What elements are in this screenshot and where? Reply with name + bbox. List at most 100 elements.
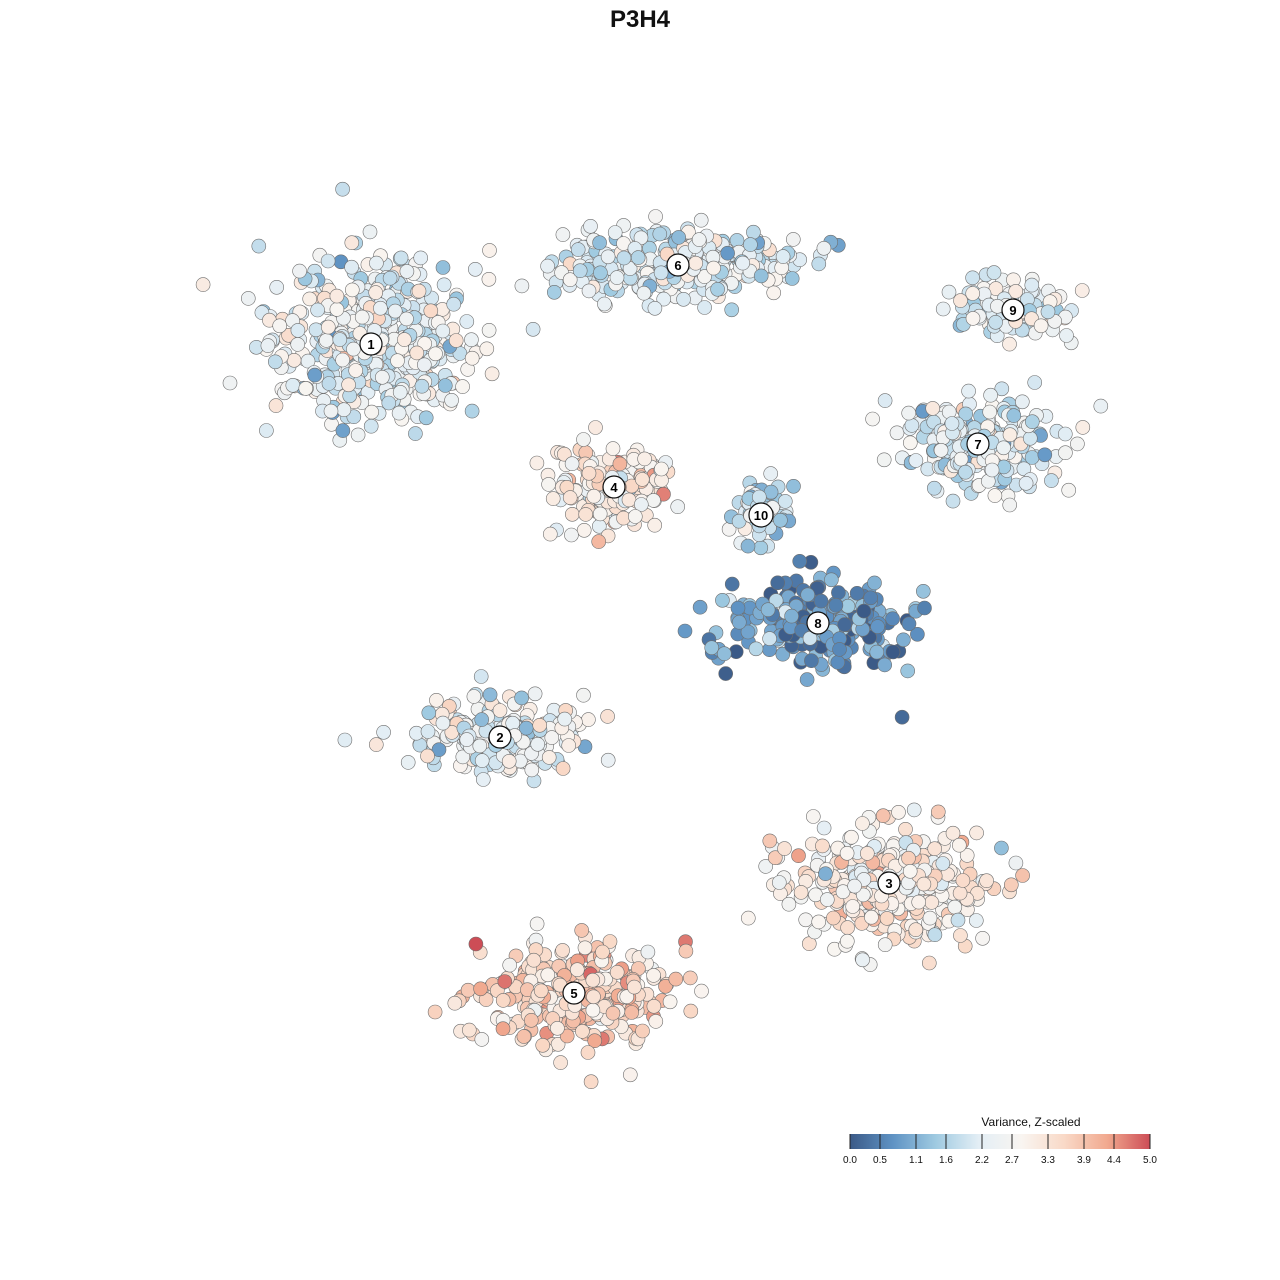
cell-point [837,617,853,632]
cell-point [898,821,913,837]
cell-point [770,575,786,591]
cell-point [988,314,1003,330]
cell-point [267,354,283,370]
cell-point [581,283,597,299]
cluster-label-7: 7 [966,432,990,456]
cell-point [555,761,571,776]
cell-point [420,748,435,764]
cell-point [839,933,855,949]
cell-point [908,922,924,938]
cell-point [910,626,925,642]
cell-point [798,912,814,928]
cell-point [524,762,540,778]
cell-point [1058,426,1073,442]
cell-point [950,912,966,928]
cell-point [437,378,453,393]
cluster-label-text: 6 [674,258,681,273]
cell-point [1058,445,1073,461]
cell-point [894,709,910,725]
cell-point [473,669,489,684]
cell-point [482,243,497,258]
cell-point [951,837,967,853]
cell-point [983,387,998,403]
cell-point [965,311,981,326]
cell-point [692,599,708,615]
cell-point [290,323,306,338]
cell-point [958,406,974,422]
cell-point [819,892,835,907]
cell-point [427,1004,443,1020]
cell-point [290,337,306,352]
cell-point [1003,877,1019,893]
cell-point [813,593,829,609]
cell-point [815,838,830,854]
cell-point [743,237,758,252]
cell-point [530,736,546,752]
cluster-label-2: 2 [488,725,512,749]
cluster-label-text: 8 [814,616,821,631]
cell-point [541,477,556,492]
cell-point [927,841,943,857]
cell-point [648,1014,664,1029]
cell-point [272,318,288,334]
cell-point [535,1038,551,1053]
cell-point [564,527,579,543]
cell-point [1024,277,1040,293]
cell-point [926,480,942,496]
cell-point [259,423,274,438]
cell-point [933,442,949,458]
cell-point [318,333,334,348]
cell-point [901,616,917,632]
cell-point [771,875,787,890]
cell-point [952,885,968,901]
cell-point [885,611,900,627]
cell-point [444,392,459,408]
cell-point [864,909,879,925]
cell-point [307,367,323,383]
cell-point [420,724,436,739]
cell-point [869,644,885,660]
cell-point [332,332,348,347]
cell-point [804,653,819,669]
cell-point [474,712,490,727]
cell-point [514,278,530,294]
cell-point [889,425,905,441]
cell-point [399,264,415,279]
cell-point [930,804,946,820]
cell-point [413,250,429,266]
cell-point [753,540,769,556]
cell-point [381,395,397,411]
cell-point [495,1021,511,1036]
cell-point [525,321,541,337]
cell-point [947,899,963,915]
cell-point [492,703,508,718]
cell-point [996,440,1011,456]
cell-point [775,249,791,264]
cell-point [811,914,827,930]
cell-point [1006,408,1022,423]
cell-point [1008,855,1024,871]
cell-point [694,983,709,999]
cell-point [561,738,577,753]
cell-point [840,920,855,935]
data-points [195,181,1109,1089]
cell-point [688,255,704,271]
legend-tick-label: 0.5 [873,1155,887,1166]
cell-point [867,575,882,591]
cell-point [292,263,307,279]
cell-point [600,709,615,724]
cell-point [576,687,591,703]
cell-point [545,491,561,506]
cell-point [308,322,324,338]
cell-point [350,427,366,443]
cell-point [585,972,601,988]
cell-point [791,848,806,864]
cell-point [682,970,698,986]
cell-point [1025,414,1040,430]
cell-point [633,497,649,512]
cell-point [390,353,405,369]
cell-point [472,738,488,754]
cell-point [697,269,712,284]
cell-point [965,286,981,301]
